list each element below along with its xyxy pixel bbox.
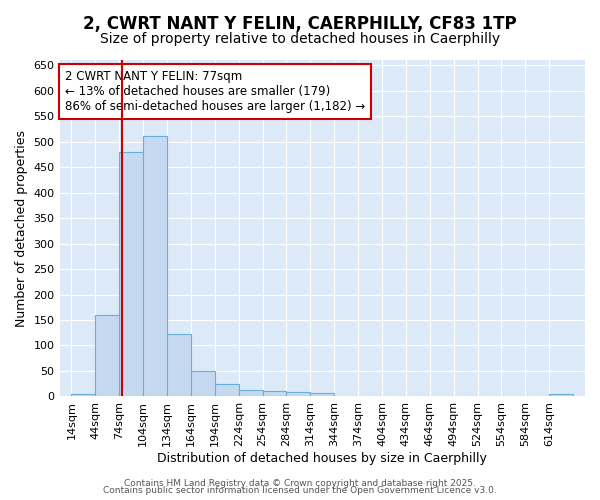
Text: Contains HM Land Registry data © Crown copyright and database right 2025.: Contains HM Land Registry data © Crown c… <box>124 478 476 488</box>
Bar <box>549 394 573 396</box>
X-axis label: Distribution of detached houses by size in Caerphilly: Distribution of detached houses by size … <box>157 452 487 465</box>
Bar <box>95 315 119 396</box>
Bar <box>167 334 191 396</box>
Text: Contains public sector information licensed under the Open Government Licence v3: Contains public sector information licen… <box>103 486 497 495</box>
Bar <box>143 136 167 396</box>
Bar <box>286 392 310 396</box>
Bar <box>119 152 143 396</box>
Text: 2, CWRT NANT Y FELIN, CAERPHILLY, CF83 1TP: 2, CWRT NANT Y FELIN, CAERPHILLY, CF83 1… <box>83 15 517 33</box>
Text: Size of property relative to detached houses in Caerphilly: Size of property relative to detached ho… <box>100 32 500 46</box>
Text: 2 CWRT NANT Y FELIN: 77sqm
← 13% of detached houses are smaller (179)
86% of sem: 2 CWRT NANT Y FELIN: 77sqm ← 13% of deta… <box>65 70 365 113</box>
Bar <box>71 394 95 396</box>
Bar <box>310 393 334 396</box>
Bar <box>191 371 215 396</box>
Bar <box>239 390 263 396</box>
Y-axis label: Number of detached properties: Number of detached properties <box>15 130 28 326</box>
Bar <box>215 384 239 396</box>
Bar <box>263 392 286 396</box>
